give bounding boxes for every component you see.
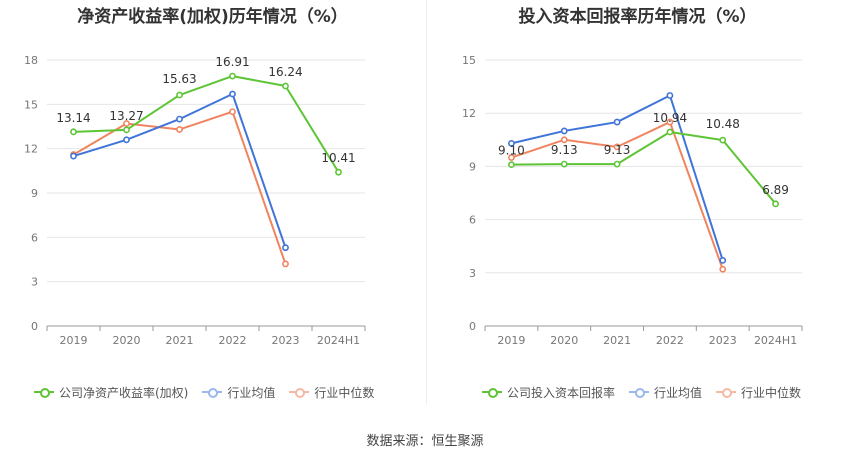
y-tick-label: 0 [31,320,38,333]
legend-item-company-roe[interactable]: 公司净资产收益率(加权) [34,384,188,401]
data-point [229,72,236,80]
legend-swatch-blue [629,386,650,398]
data-point [335,168,342,176]
data-point [176,91,183,99]
y-tick-label: 6 [469,214,476,227]
x-tick-label: 2023 [709,334,737,347]
data-label: 13.27 [109,109,143,123]
data-label: 10.48 [706,117,740,131]
data-label: 9.13 [551,143,578,157]
data-point [229,90,236,98]
x-tick-label: 2020 [113,334,141,347]
x-tick-label: 2024H1 [754,334,797,347]
data-point [123,126,130,134]
data-point [719,256,727,264]
data-point [70,152,77,160]
data-point [772,200,779,208]
data-point [229,108,236,116]
legend-label: 行业均值 [227,385,276,400]
data-point [282,82,289,90]
data-point [282,244,289,252]
data-point [123,136,130,144]
x-tick-label: 2022 [656,334,684,347]
data-point [719,265,727,273]
y-tick-label: 9 [469,160,476,173]
panel-divider [426,0,427,405]
data-point [560,136,568,144]
chart-title-roe: 净资产收益率(加权)历年情况（%） [77,7,348,27]
series-line-roe-0 [73,75,340,173]
legend-item-industry-mean[interactable]: 行业均值 [629,384,702,401]
data-point [560,127,568,135]
y-tick-label: 6 [31,231,38,244]
y-tick-label: 12 [462,107,476,120]
y-tick-label: 9 [31,187,38,200]
legend-item-industry-mean[interactable]: 行业均值 [202,384,275,401]
data-label: 10.94 [653,111,687,125]
legend-label: 公司净资产收益率(加权) [59,385,189,400]
data-source: 数据来源：恒生聚源 [366,434,484,449]
data-point [613,143,621,151]
data-point [176,115,183,123]
data-label: 16.24 [268,65,302,79]
x-tick-label: 2021 [603,334,631,347]
data-point [508,154,515,161]
data-label: 10.41 [321,151,355,165]
data-point [70,128,77,136]
data-point [508,161,515,169]
data-point [560,160,568,168]
data-point [613,160,621,168]
legend-roe: 公司净资产收益率(加权) 行业均值 行业中位数 [34,382,388,402]
legend-label: 行业中位数 [314,385,375,400]
legend-swatch-green [482,386,502,398]
x-tick-label: 2024H1 [317,334,360,347]
legend-label: 行业中位数 [741,385,802,400]
legend-swatch-green [34,386,54,398]
data-point [666,92,674,99]
chart-title-roic: 投入资本回报率历年情况（%） [518,7,757,27]
y-tick-label: 3 [469,267,476,280]
data-point [613,118,621,126]
x-tick-label: 2019 [60,334,88,347]
data-label: 9.13 [604,143,631,157]
x-tick-label: 2022 [219,334,247,347]
x-tick-label: 2019 [497,334,525,347]
data-point [719,136,727,144]
y-tick-label: 15 [462,54,476,67]
data-label: 15.63 [162,72,196,86]
legend-label: 行业均值 [654,385,703,400]
series-line-roic-0 [511,130,777,205]
data-label: 9.10 [498,144,525,158]
legend-item-industry-median[interactable]: 行业中位数 [289,384,374,401]
y-tick-label: 3 [31,276,38,289]
x-tick-label: 2021 [166,334,194,347]
legend-item-company-roic[interactable]: 公司投入资本回报率 [482,384,615,401]
legend-roic: 公司投入资本回报率 行业均值 行业中位数 [482,382,815,402]
data-point [176,126,183,133]
y-tick-label: 15 [24,98,38,111]
data-label: 13.14 [56,111,90,125]
data-point [508,139,515,147]
data-label: 16.91 [215,55,249,69]
legend-swatch-orange [289,386,310,398]
data-point [666,128,674,136]
x-tick-label: 2023 [272,334,300,347]
x-tick-label: 2020 [550,334,578,347]
legend-item-industry-median[interactable]: 行业中位数 [716,384,801,401]
legend-swatch-blue [202,386,223,398]
legend-label: 公司投入资本回报率 [507,385,616,400]
data-point [282,260,289,268]
y-tick-label: 12 [24,143,38,156]
y-tick-label: 18 [24,54,38,67]
series-line-roe-2 [72,110,287,265]
data-point [666,118,674,126]
data-point [123,120,130,127]
y-tick-label: 0 [469,320,476,333]
data-label: 6.89 [762,183,789,197]
legend-swatch-orange [716,386,737,398]
